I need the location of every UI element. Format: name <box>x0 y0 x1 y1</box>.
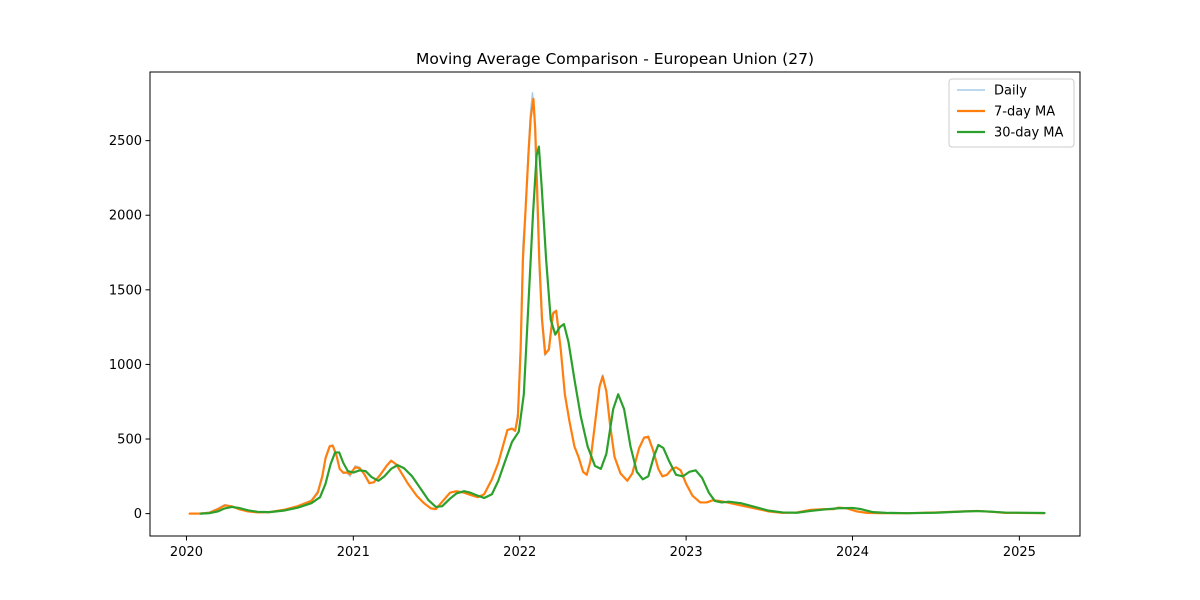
chart-title: Moving Average Comparison - European Uni… <box>416 50 814 68</box>
x-axis: 2020 2021 2022 2023 2024 2025 <box>170 536 1036 560</box>
x-tick-label: 2025 <box>1003 545 1036 560</box>
y-tick-label: 1000 <box>109 358 142 373</box>
y-tick-label: 2500 <box>109 134 142 149</box>
legend-label: Daily <box>994 84 1027 99</box>
series-line-7-day-ma <box>188 97 1046 515</box>
y-tick-label: 500 <box>117 433 142 448</box>
y-tick-label: 1500 <box>109 283 142 298</box>
legend: Daily 7-day MA 30-day MA <box>948 78 1075 148</box>
y-axis: 0 500 1000 1500 2000 2500 <box>109 134 150 522</box>
legend-label: 7-day MA <box>994 105 1055 120</box>
legend-label: 30-day MA <box>994 126 1063 141</box>
y-tick-label: 0 <box>134 507 142 522</box>
series-layer <box>188 92 1046 515</box>
plot-frame <box>149 71 1081 537</box>
x-tick-label: 2023 <box>670 545 703 560</box>
x-tick-label: 2020 <box>170 545 203 560</box>
x-tick-label: 2024 <box>836 545 869 560</box>
x-tick-label: 2021 <box>337 545 370 560</box>
series-line-30-day-ma <box>199 145 1046 515</box>
x-tick-label: 2022 <box>503 545 536 560</box>
y-tick-label: 2000 <box>109 209 142 224</box>
legend-box <box>948 78 1075 148</box>
